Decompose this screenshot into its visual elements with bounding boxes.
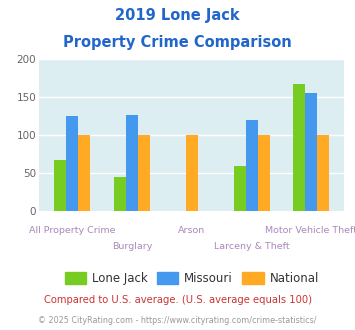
Bar	[138, 135, 150, 211]
Text: All Property Crime: All Property Crime	[29, 226, 115, 235]
Text: 2019 Lone Jack: 2019 Lone Jack	[115, 8, 240, 23]
Bar	[126, 115, 138, 211]
Bar	[66, 116, 78, 211]
Text: © 2025 CityRating.com - https://www.cityrating.com/crime-statistics/: © 2025 CityRating.com - https://www.city…	[38, 316, 317, 325]
Text: Motor Vehicle Theft: Motor Vehicle Theft	[266, 226, 355, 235]
Text: Arson: Arson	[178, 226, 205, 235]
Text: Property Crime Comparison: Property Crime Comparison	[63, 35, 292, 50]
Bar	[114, 177, 126, 211]
Text: Burglary: Burglary	[112, 242, 152, 250]
Bar	[305, 93, 317, 211]
Bar	[257, 135, 269, 211]
Text: Compared to U.S. average. (U.S. average equals 100): Compared to U.S. average. (U.S. average …	[44, 295, 311, 305]
Bar	[317, 135, 329, 211]
Bar	[246, 120, 257, 211]
Text: Larceny & Theft: Larceny & Theft	[214, 242, 289, 250]
Bar	[294, 84, 305, 211]
Bar	[186, 135, 198, 211]
Bar	[54, 160, 66, 211]
Legend: Lone Jack, Missouri, National: Lone Jack, Missouri, National	[60, 267, 323, 290]
Bar	[78, 135, 90, 211]
Bar	[234, 166, 246, 211]
